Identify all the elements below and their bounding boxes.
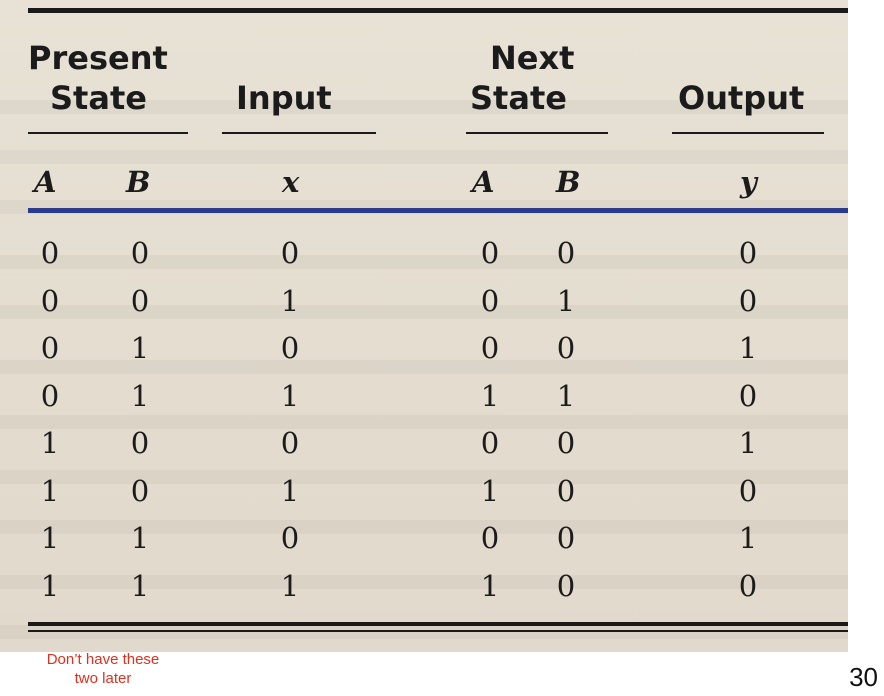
- scanned-table-image: Present State Input Next State Output A …: [0, 0, 848, 652]
- cell-next-b: 0: [556, 568, 576, 603]
- cell-next-a: 0: [480, 426, 500, 460]
- bottom-rule-1: [28, 622, 848, 626]
- cell-present-a: 1: [40, 473, 60, 508]
- cell-next-b: 0: [556, 236, 576, 270]
- cell-output-y: 0: [738, 473, 758, 508]
- subheader-next-b: B: [556, 165, 581, 199]
- cell-present-b: 0: [130, 473, 150, 508]
- cell-next-b: 0: [556, 426, 576, 460]
- cell-next-a: 1: [480, 568, 500, 603]
- cell-output-y: 0: [738, 283, 758, 318]
- cell-present-b: 1: [130, 331, 150, 365]
- annotation-line-2: two later: [74, 670, 132, 687]
- cell-next-b: 1: [556, 283, 576, 318]
- next-state-underline: [466, 132, 608, 134]
- cell-next-a: 0: [480, 331, 500, 365]
- cell-next-b: 0: [556, 521, 576, 555]
- cell-input-x: 1: [280, 568, 300, 603]
- cell-output-y: 0: [738, 236, 758, 270]
- page-number: 30: [849, 662, 878, 692]
- cell-input-x: 1: [280, 283, 300, 318]
- cell-output-y: 1: [738, 426, 758, 460]
- header-next-state: Next State: [470, 39, 575, 117]
- cell-present-a: 0: [40, 378, 60, 413]
- bottom-rule-2: [28, 630, 848, 632]
- header-output: Output: [678, 79, 805, 117]
- annotation-note: Don’t have these two later: [18, 650, 188, 688]
- cell-output-y: 1: [738, 521, 758, 555]
- cell-input-x: 1: [280, 473, 300, 508]
- cell-present-a: 1: [40, 521, 60, 555]
- cell-present-b: 0: [130, 236, 150, 270]
- output-underline: [672, 132, 824, 134]
- cell-next-a: 0: [480, 283, 500, 318]
- top-rule: [28, 8, 848, 13]
- present-state-underline: [28, 132, 188, 134]
- cell-present-a: 0: [40, 236, 60, 270]
- header-divider: [28, 208, 848, 213]
- cell-input-x: 0: [280, 426, 300, 460]
- cell-input-x: 1: [280, 378, 300, 413]
- cell-next-b: 0: [556, 331, 576, 365]
- cell-next-a: 0: [480, 236, 500, 270]
- cell-present-b: 0: [130, 426, 150, 460]
- cell-next-a: 1: [480, 378, 500, 413]
- cell-next-a: 0: [480, 521, 500, 555]
- header-input: Input: [236, 79, 332, 117]
- cell-output-y: 0: [738, 378, 758, 413]
- cell-present-a: 1: [40, 426, 60, 460]
- subheader-input-x: x: [282, 165, 300, 199]
- annotation-line-1: Don’t have these: [46, 651, 160, 668]
- cell-present-a: 1: [40, 568, 60, 603]
- subheader-next-a: A: [472, 165, 495, 199]
- subheader-output-y: y: [740, 165, 757, 199]
- cell-input-x: 0: [280, 331, 300, 365]
- cell-present-b: 0: [130, 283, 150, 318]
- input-underline: [222, 132, 376, 134]
- cell-input-x: 0: [280, 236, 300, 270]
- cell-present-a: 0: [40, 283, 60, 318]
- cell-present-b: 1: [130, 378, 150, 413]
- header-present-state: Present State: [28, 39, 168, 117]
- cell-next-a: 1: [480, 473, 500, 508]
- cell-next-b: 1: [556, 378, 576, 413]
- cell-present-a: 0: [40, 331, 60, 365]
- cell-present-b: 1: [130, 521, 150, 555]
- cell-input-x: 0: [280, 521, 300, 555]
- cell-present-b: 1: [130, 568, 150, 603]
- cell-next-b: 0: [556, 473, 576, 508]
- subheader-present-a: A: [34, 165, 57, 199]
- cell-output-y: 1: [738, 331, 758, 365]
- subheader-present-b: B: [126, 165, 151, 199]
- cell-output-y: 0: [738, 568, 758, 603]
